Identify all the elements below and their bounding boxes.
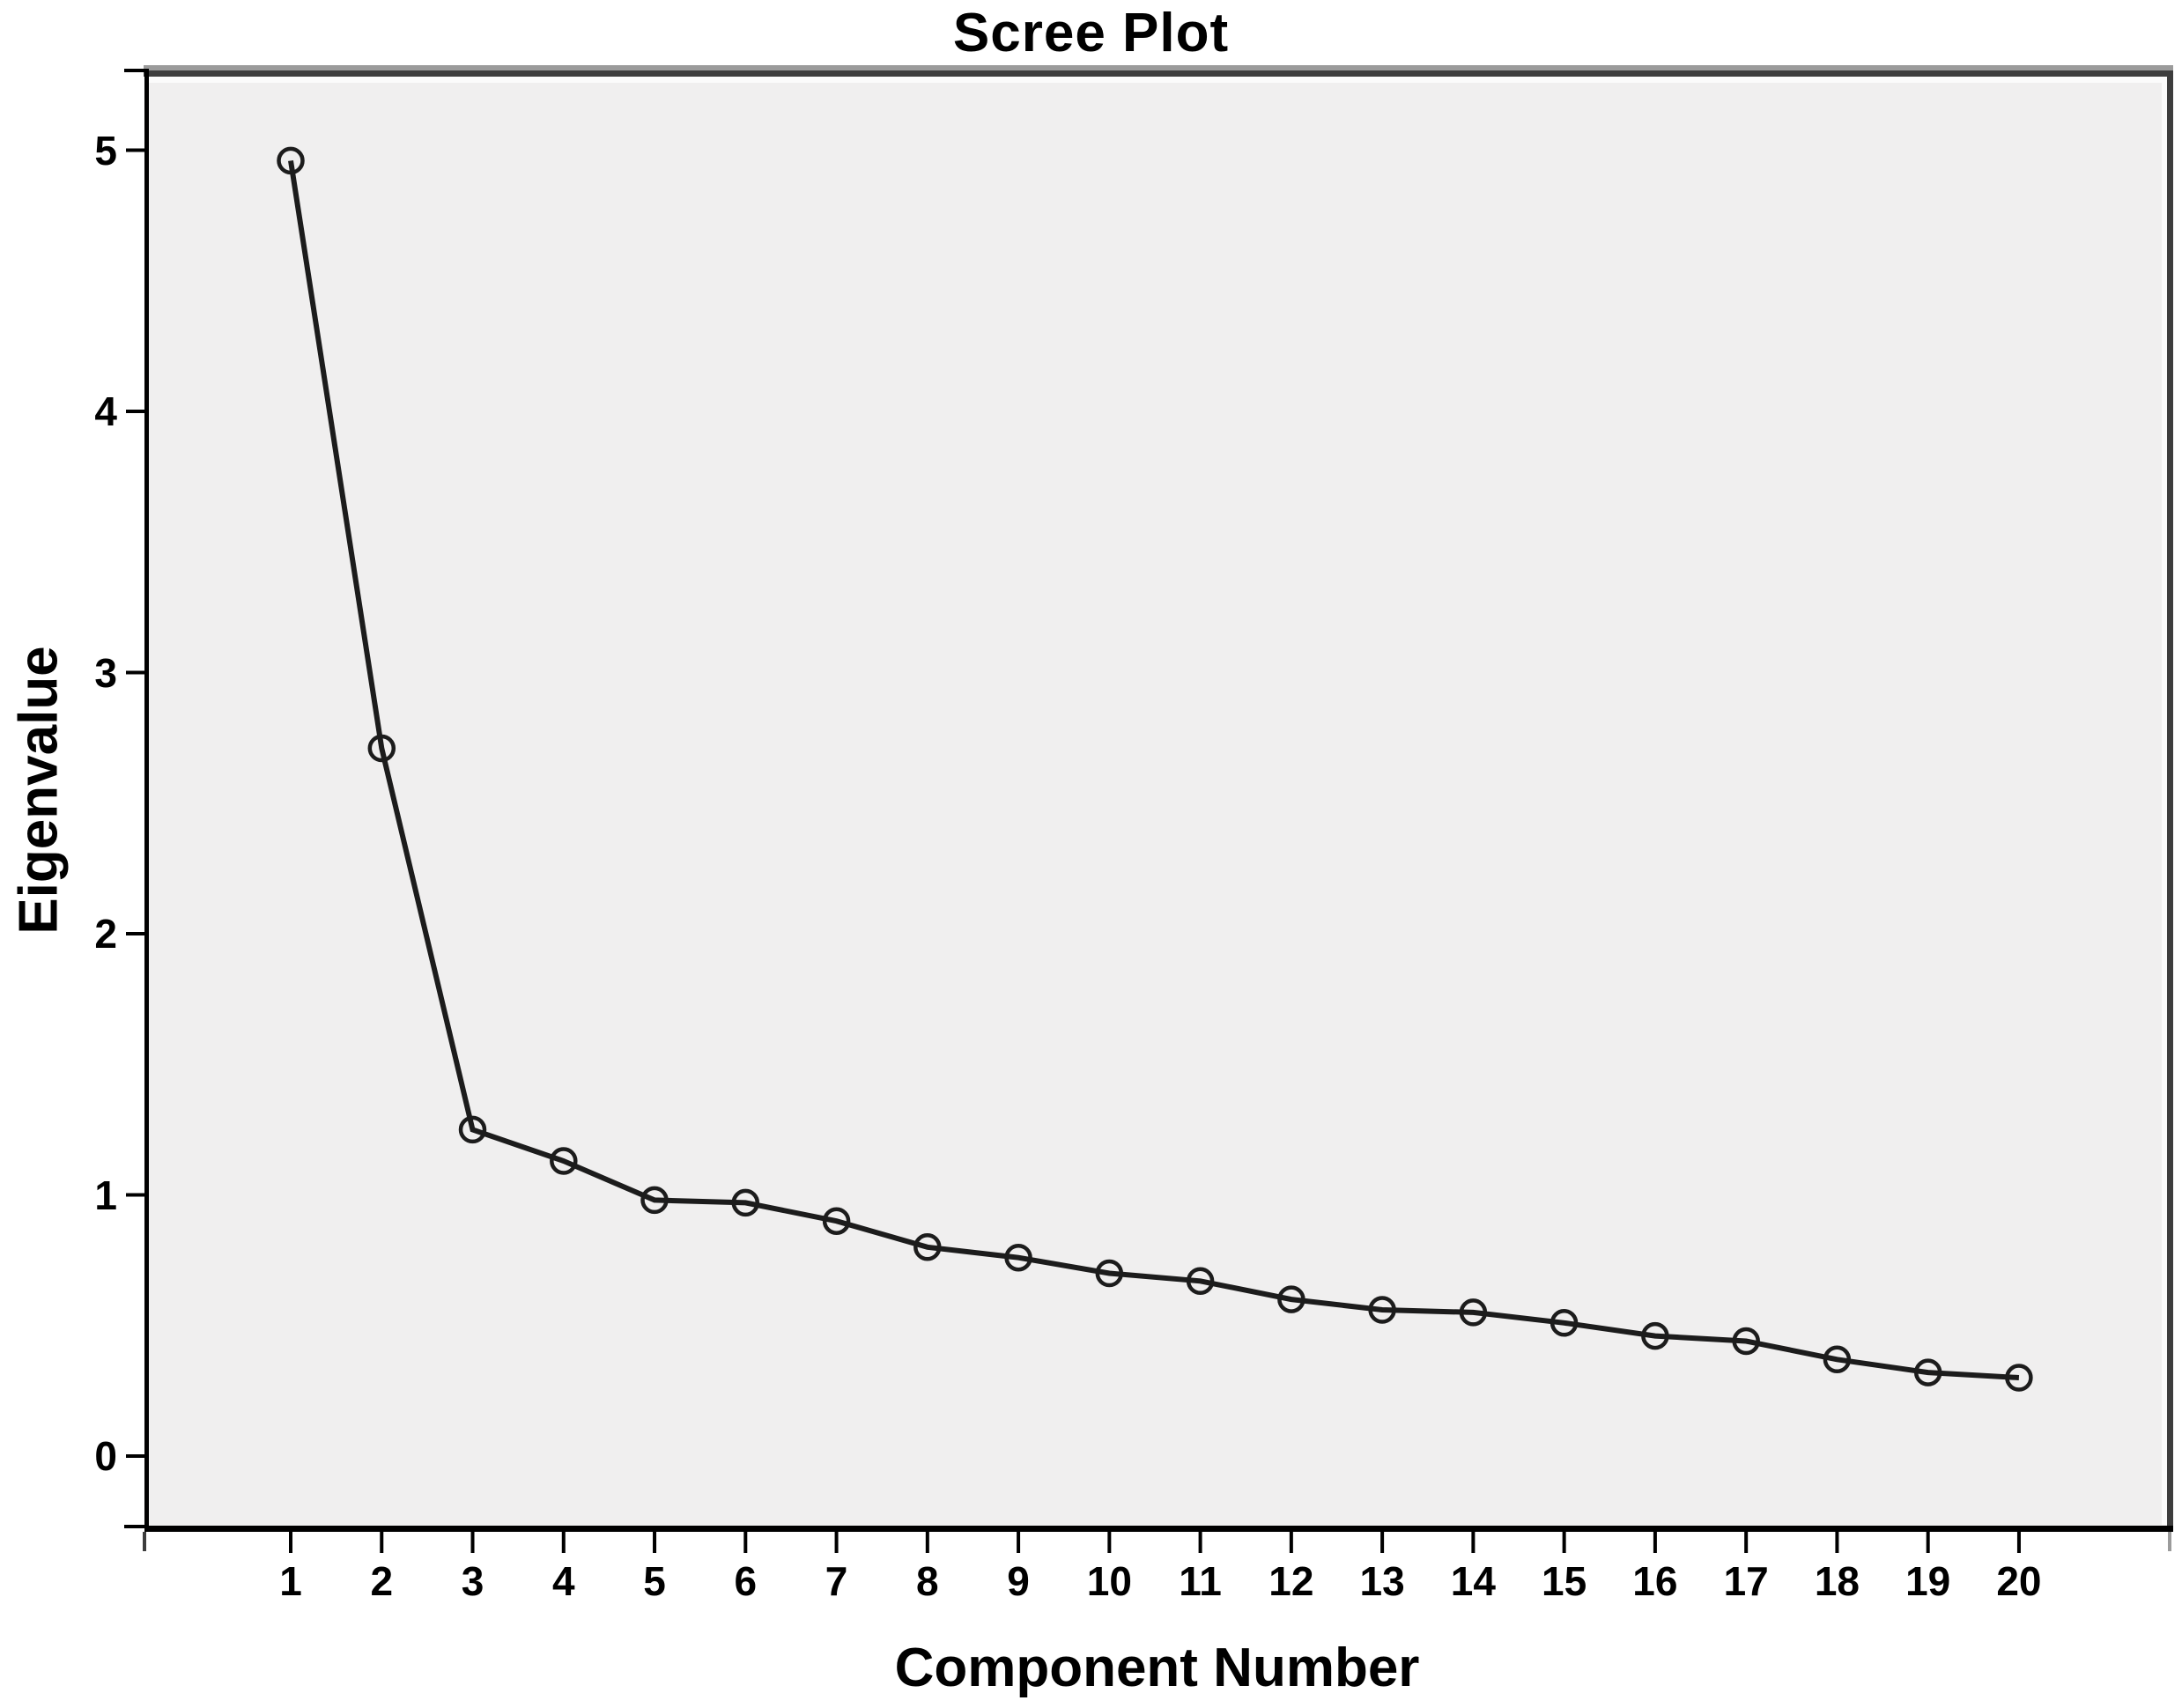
x-tick-label: 10 xyxy=(1086,1558,1132,1604)
x-tick-mark xyxy=(1835,1532,1839,1553)
eigenvalue-line xyxy=(288,159,2020,1380)
x-axis-title: Component Number xyxy=(894,1638,1420,1698)
y-tick-mark xyxy=(126,410,147,413)
x-tick-mark xyxy=(1289,1532,1293,1553)
data-point-marker xyxy=(1913,1358,1942,1386)
x-tick-label: 2 xyxy=(370,1558,394,1604)
x-tick-label: 4 xyxy=(551,1558,575,1604)
y-tick-label: 5 xyxy=(94,127,117,174)
data-point-marker xyxy=(731,1188,760,1217)
x-tick-mark xyxy=(653,1532,657,1553)
x-tick-mark xyxy=(561,1532,566,1553)
x-tick-mark xyxy=(1198,1532,1202,1553)
x-tick-label: 12 xyxy=(1269,1558,1314,1604)
x-tick-label: 5 xyxy=(643,1558,666,1604)
data-point-marker xyxy=(822,1207,851,1235)
x-tick-label: 6 xyxy=(734,1558,758,1604)
data-point-marker xyxy=(1732,1327,1760,1356)
data-point-marker xyxy=(1823,1345,1852,1374)
x-tick-mark xyxy=(1017,1532,1021,1553)
x-tick-mark xyxy=(1744,1532,1749,1553)
x-tick-label: 14 xyxy=(1450,1558,1496,1604)
plot-background xyxy=(147,75,2167,1528)
x-tick-mark xyxy=(743,1532,748,1553)
y-tick-mark xyxy=(126,1454,147,1458)
y-axis-line xyxy=(144,69,149,1531)
y-tick-mark xyxy=(126,670,147,675)
x-tick-mark xyxy=(1471,1532,1476,1553)
data-point-marker xyxy=(1095,1259,1124,1288)
data-point-marker xyxy=(640,1186,669,1215)
chart-title: Scree Plot xyxy=(952,3,1230,63)
x-tick-label: 20 xyxy=(1996,1558,2042,1604)
y-axis-end-tick xyxy=(124,69,145,72)
x-tick-label: 1 xyxy=(279,1558,302,1604)
data-point-marker xyxy=(550,1147,578,1175)
frame-top-gray-line xyxy=(144,65,2173,70)
x-tick-label: 13 xyxy=(1359,1558,1405,1604)
x-tick-label: 17 xyxy=(1723,1558,1769,1604)
y-axis-end-tick xyxy=(124,1525,145,1528)
y-tick-label: 1 xyxy=(94,1172,117,1218)
data-point-marker xyxy=(1186,1267,1215,1296)
frame-top-dark-line xyxy=(144,70,2173,77)
frame-top-highlight xyxy=(147,77,2167,83)
x-tick-label: 16 xyxy=(1632,1558,1678,1604)
y-tick-mark xyxy=(126,148,147,152)
x-axis-end-tick xyxy=(2168,1532,2171,1551)
x-tick-label: 8 xyxy=(916,1558,939,1604)
data-point-marker xyxy=(277,146,305,175)
data-point-marker xyxy=(913,1233,942,1261)
x-tick-label: 15 xyxy=(1542,1558,1587,1604)
x-axis-end-tick xyxy=(143,1532,146,1551)
x-tick-label: 11 xyxy=(1179,1558,1222,1604)
x-tick-label: 19 xyxy=(1905,1558,1951,1604)
data-point-marker xyxy=(458,1115,487,1144)
x-tick-mark xyxy=(1926,1532,1930,1553)
data-point-marker xyxy=(367,734,396,763)
data-point-marker xyxy=(1277,1285,1306,1313)
x-tick-mark xyxy=(1380,1532,1385,1553)
x-tick-label: 3 xyxy=(461,1558,484,1604)
x-tick-mark xyxy=(380,1532,384,1553)
x-tick-label: 9 xyxy=(1007,1558,1030,1604)
data-point-marker xyxy=(1004,1243,1032,1272)
y-tick-label: 0 xyxy=(94,1433,117,1479)
x-tick-mark xyxy=(470,1532,475,1553)
y-tick-mark xyxy=(126,1193,147,1197)
data-point-marker xyxy=(1641,1321,1669,1350)
data-point-marker xyxy=(1368,1296,1396,1324)
y-tick-label: 2 xyxy=(94,911,117,957)
data-point-marker xyxy=(2005,1364,2033,1392)
x-tick-mark xyxy=(289,1532,292,1553)
x-tick-mark xyxy=(925,1532,929,1553)
x-tick-mark xyxy=(1107,1532,1112,1553)
y-tick-label: 4 xyxy=(94,388,117,434)
y-tick-label: 3 xyxy=(94,649,117,696)
frame-right-highlight xyxy=(2162,83,2167,1525)
x-tick-label: 18 xyxy=(1814,1558,1860,1604)
y-tick-mark xyxy=(126,932,147,935)
x-tick-mark xyxy=(1653,1532,1657,1553)
data-point-marker xyxy=(1550,1309,1579,1337)
x-tick-mark xyxy=(834,1532,839,1553)
x-tick-label: 7 xyxy=(825,1558,848,1604)
x-tick-mark xyxy=(1562,1532,1566,1553)
data-point-marker xyxy=(1459,1298,1488,1327)
frame-right-dark-line xyxy=(2167,70,2173,1528)
x-axis-line xyxy=(144,1526,2173,1532)
x-tick-mark xyxy=(2016,1532,2021,1553)
